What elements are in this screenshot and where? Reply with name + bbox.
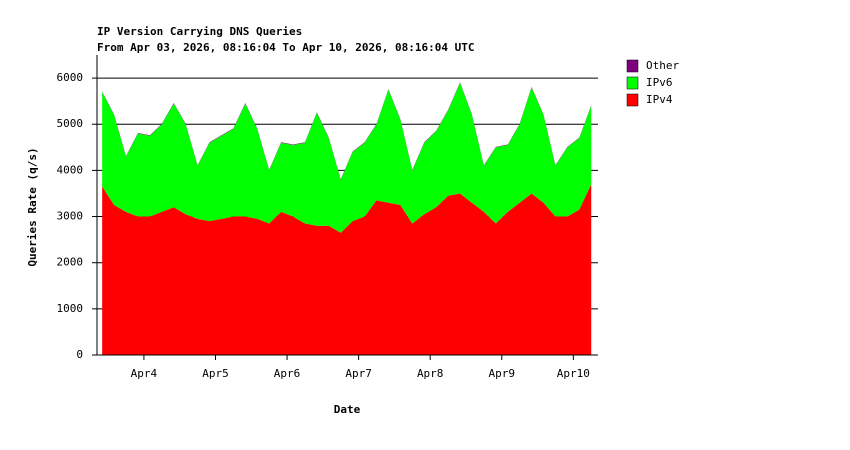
x-tick-label: Apr9 — [489, 367, 516, 380]
y-axis-label: Queries Rate (q/s) — [26, 147, 39, 266]
x-tick-label: Apr7 — [345, 367, 372, 380]
area — [102, 184, 592, 355]
legend-swatch — [626, 59, 639, 73]
y-tick-label: 2000 — [57, 256, 84, 269]
x-tick-label: Apr8 — [417, 367, 444, 380]
legend-label: IPv4 — [646, 93, 673, 106]
x-axis-label: Date — [334, 403, 361, 416]
y-tick-label: 3000 — [57, 210, 84, 223]
chart-subtitle: From Apr 03, 2026, 08:16:04 To Apr 10, 2… — [97, 41, 475, 54]
y-tick-label: 4000 — [57, 163, 84, 176]
y-tick-label: 6000 — [57, 71, 84, 84]
y-tick-label: 0 — [76, 348, 83, 361]
legend-label: IPv6 — [646, 76, 673, 89]
chart-title: IP Version Carrying DNS Queries — [97, 25, 302, 38]
y-tick-label: 5000 — [57, 117, 84, 130]
x-tick-label: Apr5 — [202, 367, 229, 380]
area — [102, 82, 592, 233]
legend-label: Other — [646, 59, 679, 72]
legend-swatch — [626, 93, 639, 107]
area — [102, 82, 592, 180]
x-tick-label: Apr4 — [131, 367, 158, 380]
x-tick-label: Apr10 — [557, 367, 590, 380]
y-tick-label: 1000 — [57, 302, 84, 315]
x-tick-label: Apr6 — [274, 367, 301, 380]
legend-swatch — [626, 76, 639, 90]
